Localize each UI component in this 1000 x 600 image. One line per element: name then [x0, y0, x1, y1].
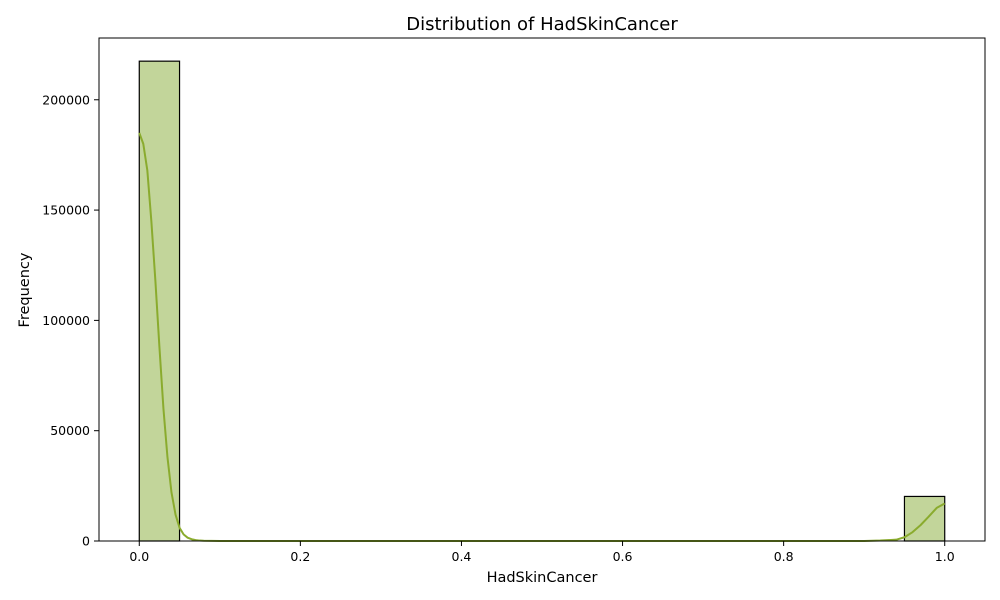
x-tick-label: 0.4 [452, 549, 472, 564]
y-tick-label: 100000 [42, 313, 90, 328]
y-tick-label: 150000 [42, 203, 90, 218]
y-axis: 0 50000 100000 150000 200000 [42, 92, 99, 549]
plot-area [98, 37, 986, 542]
y-tick-label: 50000 [50, 423, 90, 438]
x-axis-label: HadSkinCancer [487, 570, 598, 586]
chart-title: Distribution of HadSkinCancer [406, 14, 678, 35]
x-tick-label: 0.2 [290, 549, 310, 564]
y-axis-label: Frequency [17, 252, 33, 327]
plot-frame [98, 37, 986, 542]
x-axis: 0.0 0.2 0.4 0.6 0.8 1.0 [129, 541, 955, 564]
y-tick-label: 200000 [42, 92, 90, 107]
x-tick-label: 0.0 [129, 549, 149, 564]
histogram-bar-0 [138, 60, 181, 542]
y-tick-label: 0 [82, 534, 90, 549]
x-tick-label: 1.0 [935, 549, 955, 564]
x-tick-label: 0.8 [774, 549, 794, 564]
kde-curve [138, 132, 946, 542]
x-tick-label: 0.6 [613, 549, 633, 564]
